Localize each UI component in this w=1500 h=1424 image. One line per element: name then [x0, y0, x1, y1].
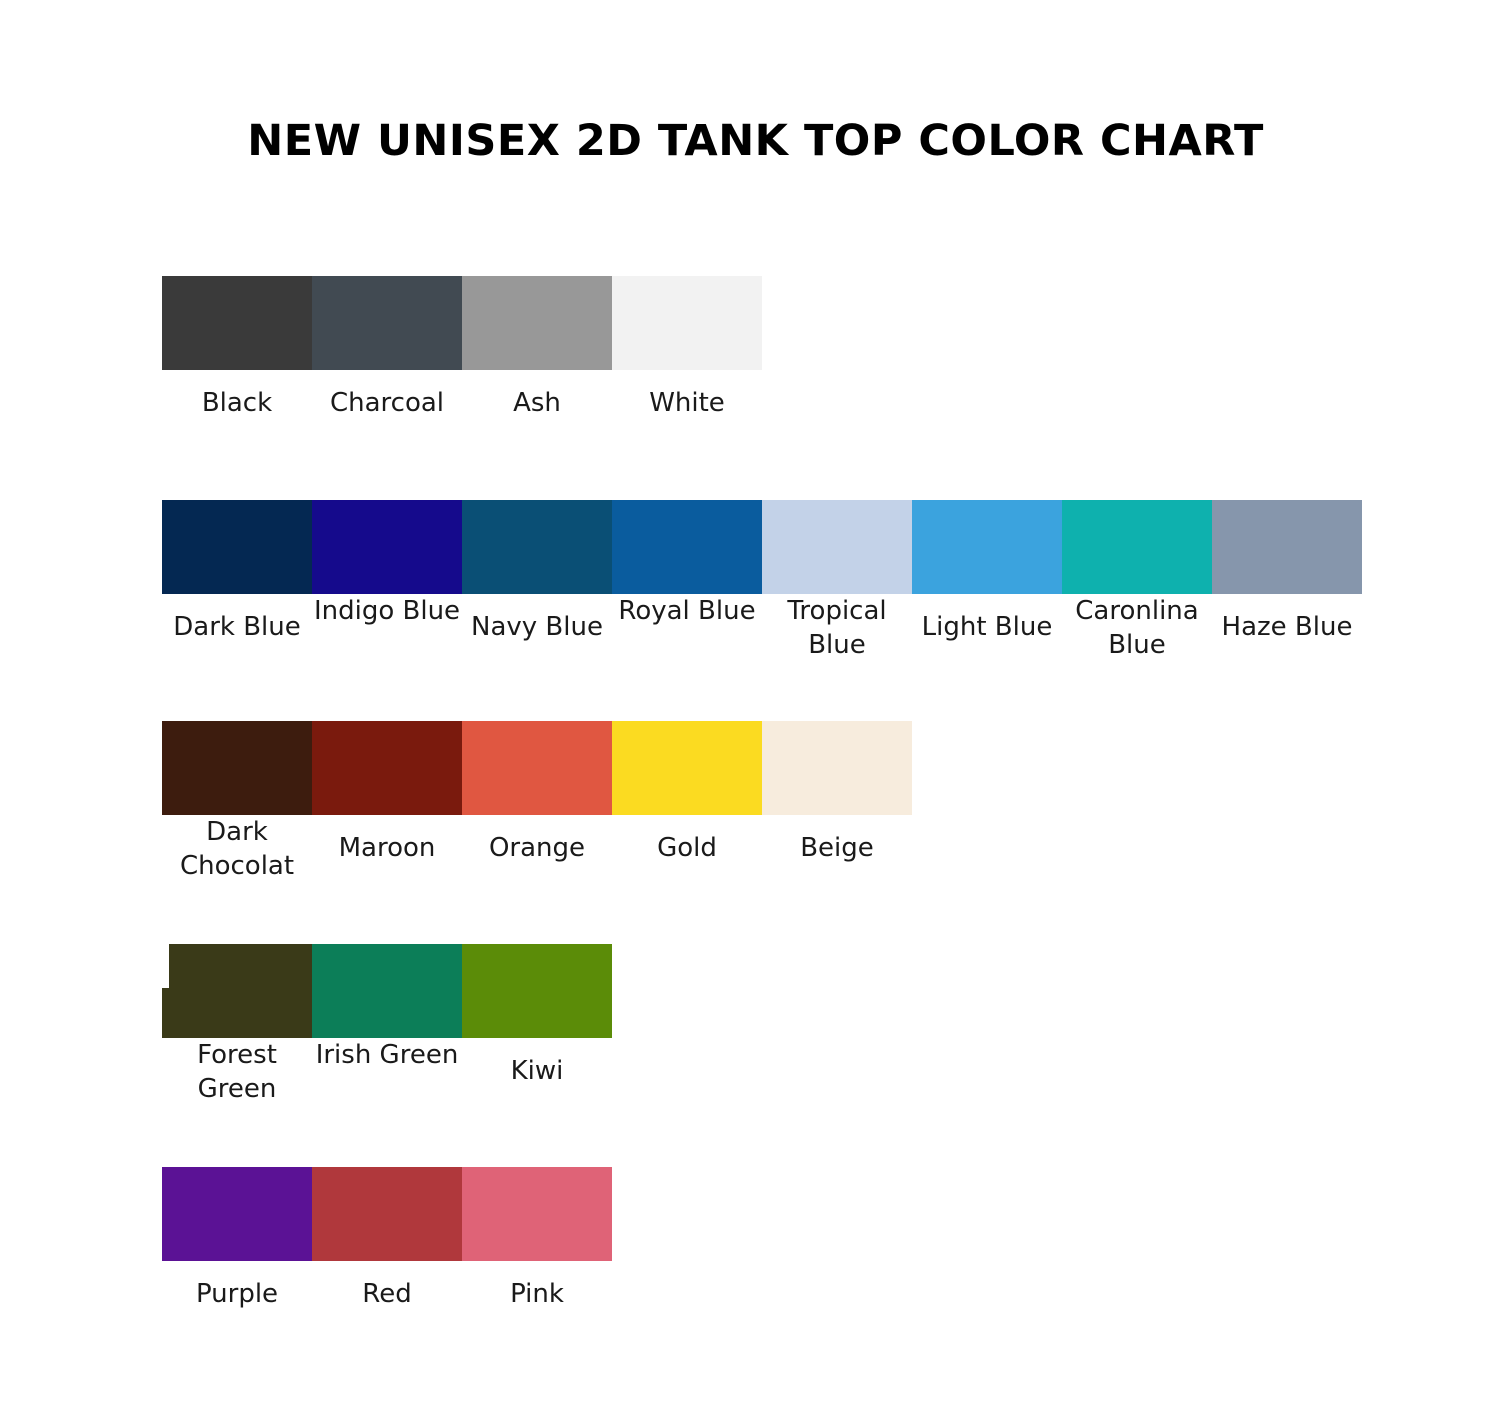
swatch-forest-green[interactable]: [162, 944, 312, 1038]
color-row-greens: Forest Green Irish Green Kiwi: [162, 944, 612, 1107]
swatch-strip: [162, 500, 1362, 594]
swatch-purple[interactable]: [162, 1167, 312, 1261]
swatch-ash[interactable]: [462, 276, 612, 370]
swatch-label-navy-blue: Navy Blue: [471, 612, 603, 642]
swatch-beige[interactable]: [762, 721, 912, 815]
swatch-label-ash: Ash: [513, 388, 561, 418]
color-row-warms: Dark Chocolat Maroon Orange Gold Beige: [162, 721, 912, 884]
swatch-label-light-blue: Light Blue: [921, 612, 1053, 642]
swatch-label-maroon: Maroon: [338, 833, 436, 863]
label-strip: Purple Red Pink: [162, 1261, 612, 1311]
swatch-white[interactable]: [612, 276, 762, 370]
page-title: NEW UNISEX 2D TANK TOP COLOR CHART: [247, 116, 1264, 166]
swatch-strip: [162, 1167, 612, 1261]
swatch-label-tropical-blue: Tropical Blue: [787, 596, 887, 661]
swatch-strip: [162, 276, 762, 370]
swatch-caronlina-blue[interactable]: [1062, 500, 1212, 594]
swatch-label-orange: Orange: [488, 833, 586, 863]
swatch-label-pink: Pink: [510, 1279, 564, 1309]
swatch-kiwi[interactable]: [462, 944, 612, 1038]
label-strip: Dark Chocolat Maroon Orange Gold Beige: [162, 815, 912, 884]
swatch-red[interactable]: [312, 1167, 462, 1261]
swatch-orange[interactable]: [462, 721, 612, 815]
swatch-label-haze-blue: Haze Blue: [1221, 612, 1353, 642]
swatch-strip: [162, 721, 912, 815]
swatch-label-indigo-blue: Indigo Blue: [313, 596, 461, 626]
swatch-indigo-blue[interactable]: [312, 500, 462, 594]
swatch-label-charcoal: Charcoal: [329, 388, 445, 418]
swatch-irish-green[interactable]: [312, 944, 462, 1038]
swatch-label-irish-green: Irish Green: [315, 1040, 459, 1070]
swatch-label-beige: Beige: [800, 833, 874, 863]
swatch-label-dark-chocolat: Dark Chocolat: [179, 817, 295, 882]
swatch-dark-blue[interactable]: [162, 500, 312, 594]
swatch-light-blue[interactable]: [912, 500, 1062, 594]
swatch-label-white: White: [649, 388, 725, 418]
color-row-brights: Purple Red Pink: [162, 1167, 612, 1311]
swatch-black[interactable]: [162, 276, 312, 370]
swatch-charcoal[interactable]: [312, 276, 462, 370]
swatch-label-dark-blue: Dark Blue: [173, 612, 301, 642]
swatch-gold[interactable]: [612, 721, 762, 815]
swatch-maroon[interactable]: [312, 721, 462, 815]
color-row-blues: Dark Blue Indigo Blue Navy Blue Royal Bl…: [162, 500, 1362, 663]
swatch-label-forest-green: Forest Green: [197, 1040, 277, 1105]
swatch-strip: [162, 944, 612, 1038]
swatch-label-royal-blue: Royal Blue: [618, 596, 756, 626]
swatch-pink[interactable]: [462, 1167, 612, 1261]
swatch-label-red: Red: [362, 1279, 412, 1309]
color-row-neutrals: Black Charcoal Ash White: [162, 276, 762, 420]
swatch-label-black: Black: [201, 388, 273, 418]
swatch-label-purple: Purple: [195, 1279, 279, 1309]
chart-sheet: NEW UNISEX 2D TANK TOP COLOR CHART Black…: [12, 12, 1499, 1424]
label-strip: Dark Blue Indigo Blue Navy Blue Royal Bl…: [162, 594, 1362, 663]
swatch-royal-blue[interactable]: [612, 500, 762, 594]
swatch-label-gold: Gold: [657, 833, 717, 863]
swatch-label-kiwi: Kiwi: [510, 1056, 564, 1086]
forest-green-notch: [162, 944, 169, 988]
label-strip: Forest Green Irish Green Kiwi: [162, 1038, 612, 1107]
swatch-dark-chocolat[interactable]: [162, 721, 312, 815]
swatch-haze-blue[interactable]: [1212, 500, 1362, 594]
label-strip: Black Charcoal Ash White: [162, 370, 762, 420]
swatch-tropical-blue[interactable]: [762, 500, 912, 594]
swatch-navy-blue[interactable]: [462, 500, 612, 594]
swatch-label-caronlina-blue: Caronlina Blue: [1075, 596, 1199, 661]
